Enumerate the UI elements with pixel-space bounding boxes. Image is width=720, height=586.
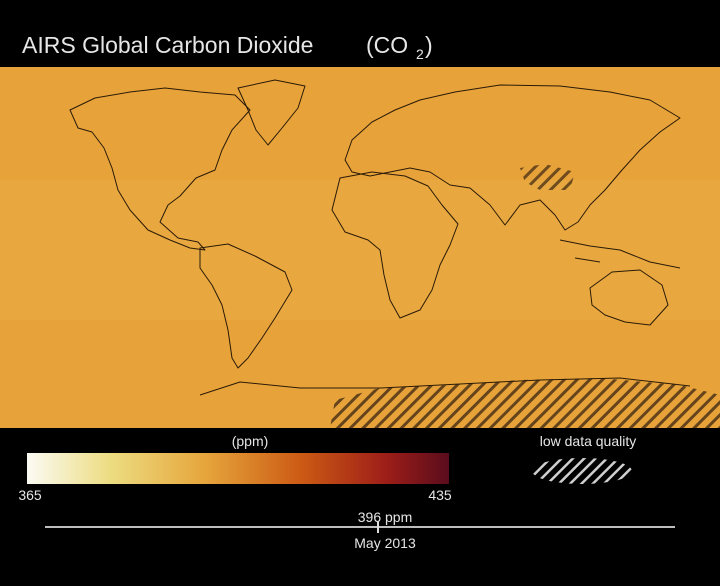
colorbar — [27, 453, 449, 484]
reading: 396 ppm — [358, 509, 412, 525]
australia — [589, 269, 669, 326]
africa — [331, 171, 459, 319]
co2-field-band — [0, 180, 720, 320]
legend-hatch — [532, 458, 632, 484]
colorbar-min: 365 — [18, 487, 42, 503]
title-formula-close: ) — [425, 32, 433, 58]
indonesia — [559, 239, 681, 269]
map — [0, 67, 720, 428]
low-quality-region — [520, 164, 575, 190]
low-quality-region — [330, 378, 720, 428]
south-america — [199, 243, 293, 369]
antarctica — [199, 377, 691, 396]
date: May 2013 — [354, 535, 416, 551]
colorbar-label: (ppm) — [232, 433, 269, 449]
legend-label: low data quality — [540, 433, 637, 449]
greenland — [237, 79, 306, 146]
title-subscript: 2 — [416, 46, 424, 62]
europe-asia — [344, 84, 681, 231]
title: AIRS Global Carbon Dioxide — [22, 32, 313, 58]
title-formula: (CO — [366, 32, 408, 58]
north-america — [69, 87, 251, 251]
colorbar-max: 435 — [428, 487, 452, 503]
